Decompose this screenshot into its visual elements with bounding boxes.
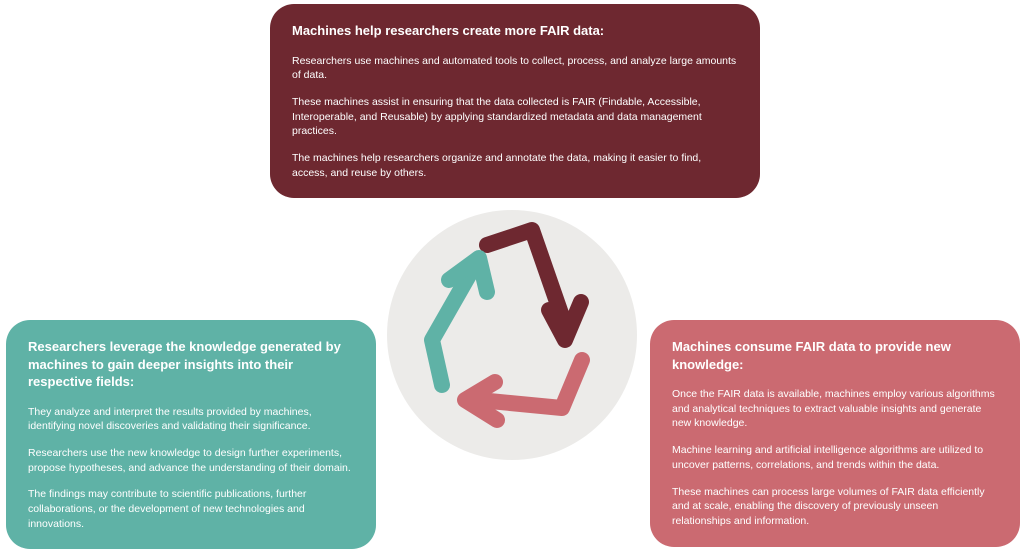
card-left-para1: They analyze and interpret the results p… — [28, 405, 354, 434]
card-right-para2: Machine learning and artificial intellig… — [672, 443, 998, 472]
card-left-para3: The findings may contribute to scientifi… — [28, 487, 354, 531]
card-researchers-leverage-knowledge: Researchers leverage the knowledge gener… — [6, 320, 376, 549]
cycle-arrows — [387, 210, 637, 460]
arrow-left-icon — [432, 258, 487, 385]
card-left-para2: Researchers use the new knowledge to des… — [28, 446, 354, 475]
card-top-para2: These machines assist in ensuring that t… — [292, 95, 738, 139]
arrow-top-icon — [487, 230, 581, 340]
card-right-para3: These machines can process large volumes… — [672, 485, 998, 529]
card-top-para3: The machines help researchers organize a… — [292, 151, 738, 180]
card-machines-consume-fair-data: Machines consume FAIR data to provide ne… — [650, 320, 1020, 547]
card-right-title: Machines consume FAIR data to provide ne… — [672, 338, 998, 373]
card-top-title: Machines help researchers create more FA… — [292, 22, 738, 40]
card-machines-create-fair-data: Machines help researchers create more FA… — [270, 4, 760, 198]
card-right-para1: Once the FAIR data is available, machine… — [672, 387, 998, 431]
arrow-right-icon — [465, 360, 582, 420]
card-top-para1: Researchers use machines and automated t… — [292, 54, 738, 83]
card-left-title: Researchers leverage the knowledge gener… — [28, 338, 354, 391]
